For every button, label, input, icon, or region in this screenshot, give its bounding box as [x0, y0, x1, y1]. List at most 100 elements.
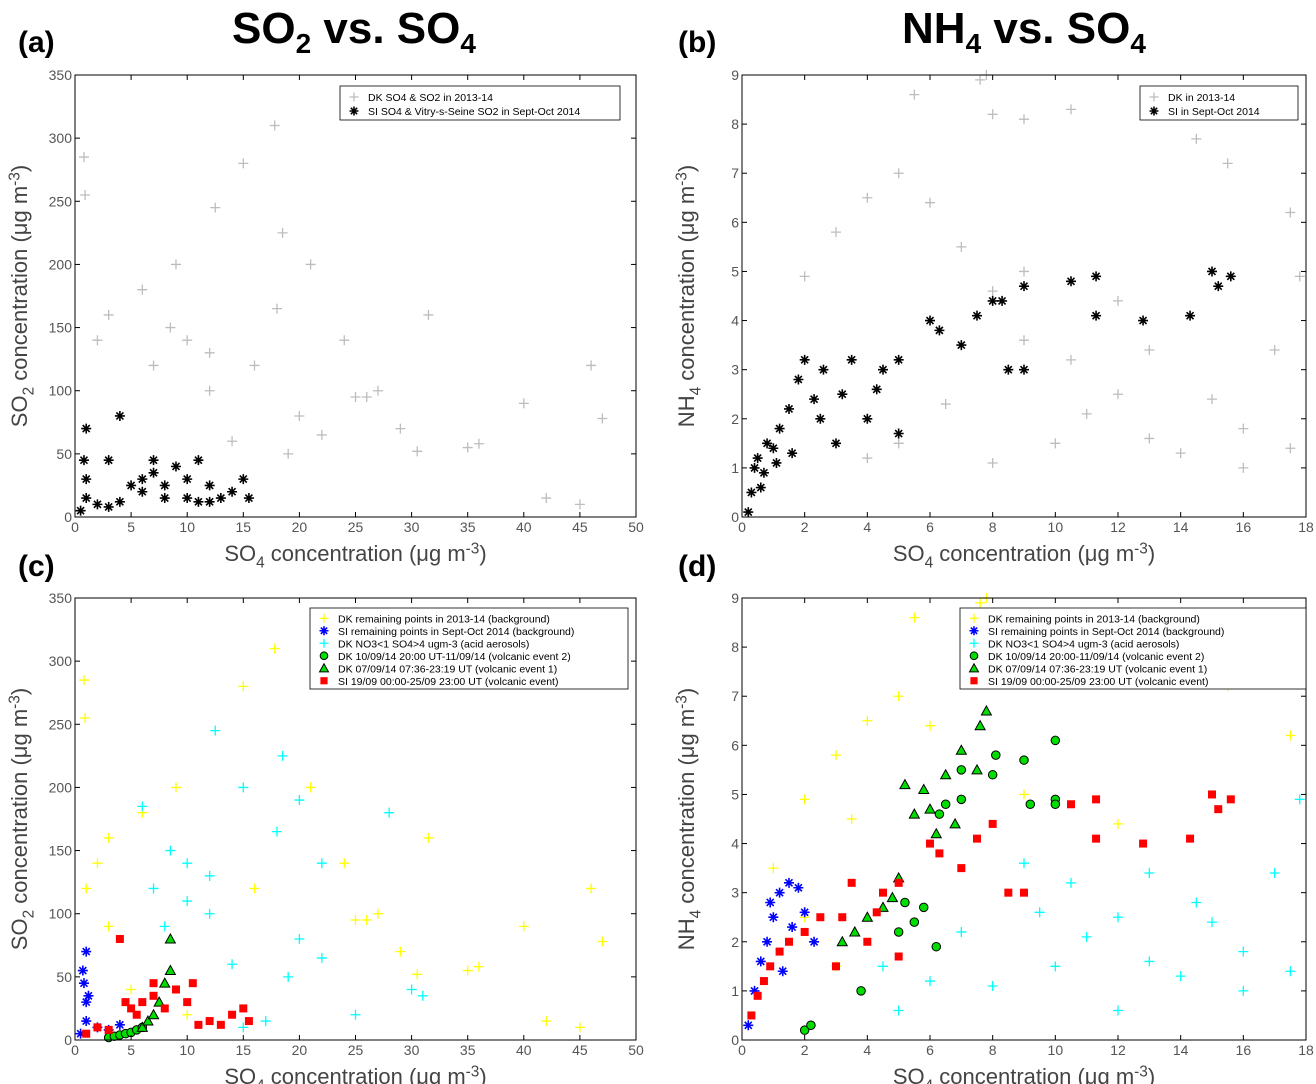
data-point — [862, 413, 873, 424]
data-point — [832, 962, 840, 971]
data-point — [766, 962, 775, 971]
legend-label: DK 07/09/14 07:36-23:19 UT (volcanic eve… — [338, 663, 557, 675]
y-tick-label: 200 — [49, 779, 73, 795]
y-tick-label: 250 — [49, 193, 73, 209]
data-point — [586, 883, 597, 894]
legend-label: DK in 2013-14 — [1168, 92, 1235, 104]
data-point — [249, 360, 260, 371]
legend-label: DK NO3<1 SO4>4 ugm-3 (acid aerosols) — [338, 638, 529, 650]
data-point — [182, 858, 193, 869]
data-point — [768, 443, 779, 454]
data-point — [1020, 888, 1028, 897]
data-point — [1138, 315, 1149, 326]
data-point — [171, 985, 180, 994]
data-point — [82, 1029, 91, 1038]
data-point — [925, 197, 935, 208]
data-point — [305, 259, 316, 270]
data-point — [148, 455, 159, 466]
legend-marker — [319, 638, 329, 648]
data-point — [204, 347, 215, 358]
data-point — [412, 446, 423, 457]
data-point — [753, 991, 762, 1000]
data-point — [987, 295, 998, 306]
data-point — [926, 839, 934, 848]
data-point — [147, 1008, 160, 1020]
data-point — [1139, 839, 1148, 848]
data-point — [1019, 789, 1029, 800]
data-point — [899, 778, 911, 790]
data-point — [158, 977, 171, 988]
y-tick-label: 6 — [731, 214, 739, 230]
data-point — [216, 1020, 225, 1029]
x-tick-label: 35 — [460, 519, 476, 535]
data-point — [973, 834, 981, 843]
title-right-a: NH — [902, 4, 966, 53]
x-tick-label: 0 — [738, 1042, 746, 1058]
data-point — [909, 89, 920, 100]
data-point — [1238, 946, 1249, 957]
y-tick-label: 0 — [731, 509, 739, 525]
data-point — [239, 1004, 248, 1013]
x-tick-label: 8 — [989, 1042, 997, 1058]
x-tick-label: 10 — [1048, 519, 1064, 535]
x-tick-label: 6 — [926, 1042, 934, 1058]
y-tick-label: 100 — [49, 383, 73, 399]
title-right-a-sub: 4 — [965, 27, 982, 59]
panel-d-ylabel: NH4 concentration (μg m-3) — [673, 688, 704, 950]
legend-marker — [969, 613, 979, 623]
data-point — [165, 845, 176, 856]
data-point — [893, 428, 904, 439]
data-point — [847, 878, 856, 887]
data-point — [1019, 114, 1029, 125]
data-point — [846, 354, 857, 365]
legend-marker — [1149, 92, 1159, 102]
data-point — [1214, 805, 1223, 814]
data-point — [809, 936, 820, 947]
data-point — [1144, 868, 1155, 879]
data-point — [909, 917, 920, 927]
data-point — [987, 980, 998, 991]
x-tick-label: 5 — [127, 519, 135, 535]
x-tick-label: 10 — [179, 1042, 195, 1058]
y-tick-label: 6 — [731, 737, 739, 753]
data-point — [183, 998, 192, 1007]
data-point — [1285, 966, 1296, 977]
legend-marker — [320, 677, 328, 685]
data-point — [799, 1025, 810, 1035]
panel-c-group: 0 5 10 15 20 25 30 35 40 45 50 0 50 100 150 200 250 300 35… — [6, 590, 644, 1084]
data-point — [283, 971, 294, 982]
data-point — [81, 883, 92, 894]
data-point — [227, 959, 238, 970]
data-point — [93, 1023, 102, 1032]
x-tick-label: 0 — [71, 1042, 79, 1058]
x-tick-label: 10 — [1048, 1042, 1064, 1058]
panel-d-series-3 — [799, 735, 1061, 1035]
data-point — [784, 403, 794, 414]
y-tick-label: 250 — [49, 716, 73, 732]
data-point — [103, 921, 114, 932]
panel-c-series-4 — [136, 932, 177, 1032]
x-tick-label: 12 — [1110, 1042, 1126, 1058]
data-point — [787, 922, 798, 933]
data-point — [238, 782, 249, 793]
data-point — [956, 926, 967, 937]
panel-c-series-0 — [78, 643, 608, 1033]
panel-a-series-0 — [78, 120, 608, 510]
data-point — [170, 461, 181, 472]
data-point — [127, 1004, 136, 1013]
title-right-mid: vs. SO — [981, 4, 1131, 53]
data-point — [837, 389, 848, 400]
panel-c-series-2 — [137, 725, 428, 1033]
data-point — [987, 286, 998, 297]
data-point — [747, 1011, 756, 1020]
data-point — [836, 935, 849, 947]
x-tick-label: 15 — [236, 519, 252, 535]
data-point — [972, 310, 982, 321]
title-left: SO2 vs. SO4 — [232, 4, 476, 60]
legend-label: SI remaining points in Sept-Oct 2014 (ba… — [988, 626, 1224, 638]
data-point — [917, 783, 930, 795]
data-point — [987, 109, 998, 120]
panel-d-series-2 — [878, 794, 1305, 1016]
data-point — [160, 1004, 169, 1013]
